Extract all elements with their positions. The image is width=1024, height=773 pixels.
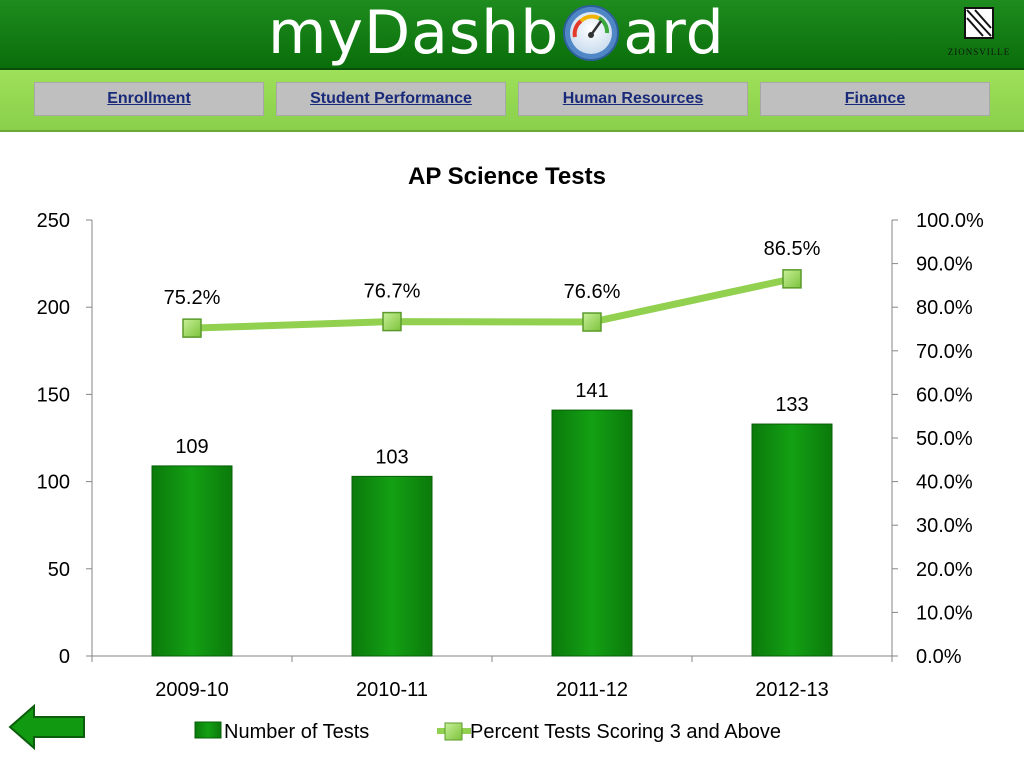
left-tick-label: 200	[37, 297, 70, 319]
logo-text-end: ard	[623, 0, 725, 68]
percent-line	[191, 275, 793, 332]
bar-data-label: 141	[575, 380, 608, 402]
nav-student-performance[interactable]: Student Performance	[276, 82, 506, 116]
right-tick-label: 100.0%	[916, 210, 984, 232]
left-tick-label: 0	[59, 646, 70, 668]
right-tick-label: 60.0%	[916, 384, 973, 406]
bar	[751, 423, 833, 657]
gauge-icon	[563, 5, 620, 61]
left-tick-label: 50	[48, 559, 70, 581]
right-tick-label: 90.0%	[916, 254, 973, 276]
line-point	[382, 311, 402, 332]
line-data-label: 75.2%	[164, 287, 221, 309]
legend-label-tests: Number of Tests	[224, 721, 369, 743]
right-tick-label: 0.0%	[916, 646, 962, 668]
right-tick-label: 50.0%	[916, 428, 973, 450]
left-tick-label: 250	[37, 210, 70, 232]
back-arrow-icon[interactable]	[8, 704, 86, 750]
legend-marker-swatch	[444, 722, 463, 741]
legend-label-percent: Percent Tests Scoring 3 and Above	[470, 721, 781, 743]
school-crest-icon	[964, 7, 994, 39]
chart-title: AP Science Tests	[408, 163, 606, 190]
right-tick-label: 20.0%	[916, 559, 973, 581]
line-point	[582, 312, 602, 332]
x-tick-label: 2011-12	[556, 679, 628, 701]
app-logo: myDashb ard	[268, 0, 725, 72]
nav-bar: Enrollment Student Performance Human Res…	[0, 70, 1024, 132]
right-tick-label: 40.0%	[916, 472, 973, 494]
line-data-label: 76.6%	[564, 281, 621, 303]
left-tick-label: 150	[37, 384, 70, 406]
legend-bar-swatch	[194, 721, 222, 739]
nav-finance[interactable]: Finance	[760, 82, 990, 116]
right-tick-label: 30.0%	[916, 515, 973, 537]
bar	[551, 409, 633, 657]
line-data-label: 86.5%	[764, 238, 821, 260]
seal-text: ZIONSVILLE	[947, 47, 1011, 57]
x-tick-label: 2009-10	[155, 679, 228, 701]
left-tick-label: 100	[37, 472, 70, 494]
line-point	[182, 318, 202, 338]
nav-human-resources[interactable]: Human Resources	[518, 82, 748, 116]
right-tick-label: 70.0%	[916, 341, 973, 363]
bar-data-label: 103	[375, 446, 408, 468]
chart-area: AP Science Tests 0 50 100 150 200 250 0.0% 10.0…	[0, 135, 1024, 768]
line-data-label: 76.7%	[364, 281, 421, 303]
logo-text-start: myDashb	[268, 0, 560, 68]
x-tick-label: 2012-13	[755, 679, 828, 701]
right-tick-label: 80.0%	[916, 297, 973, 319]
line-point	[782, 269, 802, 289]
bar	[351, 475, 433, 657]
bar	[151, 465, 233, 657]
ap-science-chart: AP Science Tests 0 50 100 150 200 250 0.0% 10.0…	[37, 163, 984, 743]
bar-data-label: 109	[175, 436, 208, 458]
header-bar: myDashb ard ZIONSVILLE	[0, 0, 1024, 70]
x-tick-label: 2010-11	[356, 679, 428, 701]
right-tick-label: 10.0%	[916, 602, 973, 624]
zionsville-seal: ZIONSVILLE	[938, 6, 1020, 64]
nav-enrollment[interactable]: Enrollment	[34, 82, 264, 116]
bar-data-label: 133	[775, 394, 808, 416]
